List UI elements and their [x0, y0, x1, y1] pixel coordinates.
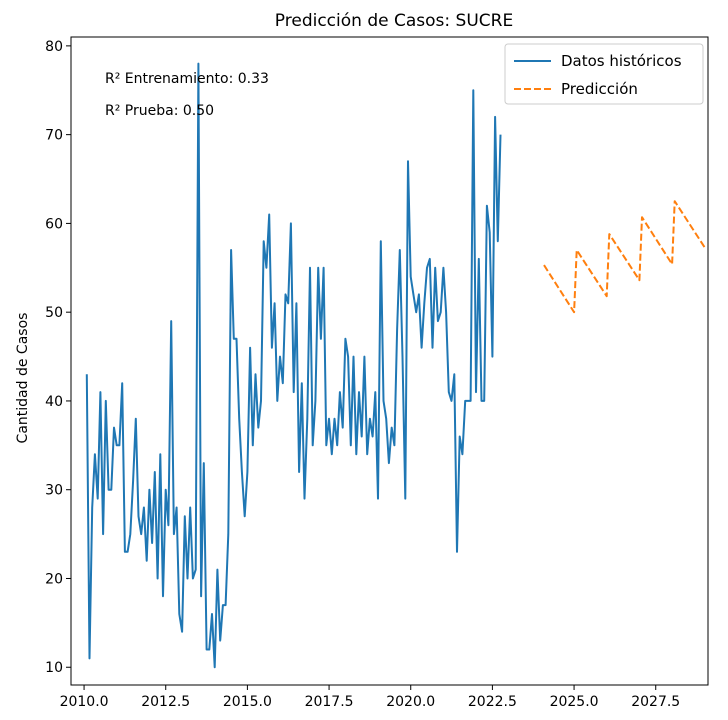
y-tick-label: 10	[45, 660, 63, 676]
legend-label: Datos históricos	[561, 52, 682, 70]
x-tick-label: 2020.0	[386, 694, 435, 710]
plot-frame	[70, 36, 709, 686]
y-tick-label: 50	[45, 305, 63, 321]
y-tick-label: 30	[45, 483, 63, 499]
annotation-text: R² Entrenamiento: 0.33	[105, 71, 269, 87]
x-tick-label: 2012.5	[141, 694, 190, 710]
x-tick-label: 2017.5	[305, 694, 354, 710]
x-tick-label: 2015.0	[223, 694, 272, 710]
legend-label: Predicción	[561, 80, 638, 98]
y-tick-label: 70	[45, 128, 63, 144]
y-tick-label: 80	[45, 39, 63, 55]
x-tick-label: 2022.5	[468, 694, 517, 710]
chart-title: Predicción de Casos: SUCRE	[275, 11, 513, 31]
y-tick-label: 20	[45, 571, 63, 587]
annotation-text: R² Prueba: 0.50	[105, 103, 214, 119]
historical-series-line	[85, 62, 502, 669]
plot-area: 2010.0 2012.5 2015.0 2017.5 2020.0 2022.5 2025…	[45, 36, 709, 710]
legend-box	[504, 43, 704, 105]
y-axis-label: Cantidad de Casos	[15, 313, 31, 444]
x-tick-label: 2027.5	[631, 694, 680, 710]
y-tick-label: 60	[45, 216, 63, 232]
x-tick-label: 2010.0	[60, 694, 109, 710]
y-tick-label: 40	[45, 394, 63, 410]
prediction-series-line	[543, 200, 706, 314]
x-tick-label: 2025.0	[550, 694, 599, 710]
